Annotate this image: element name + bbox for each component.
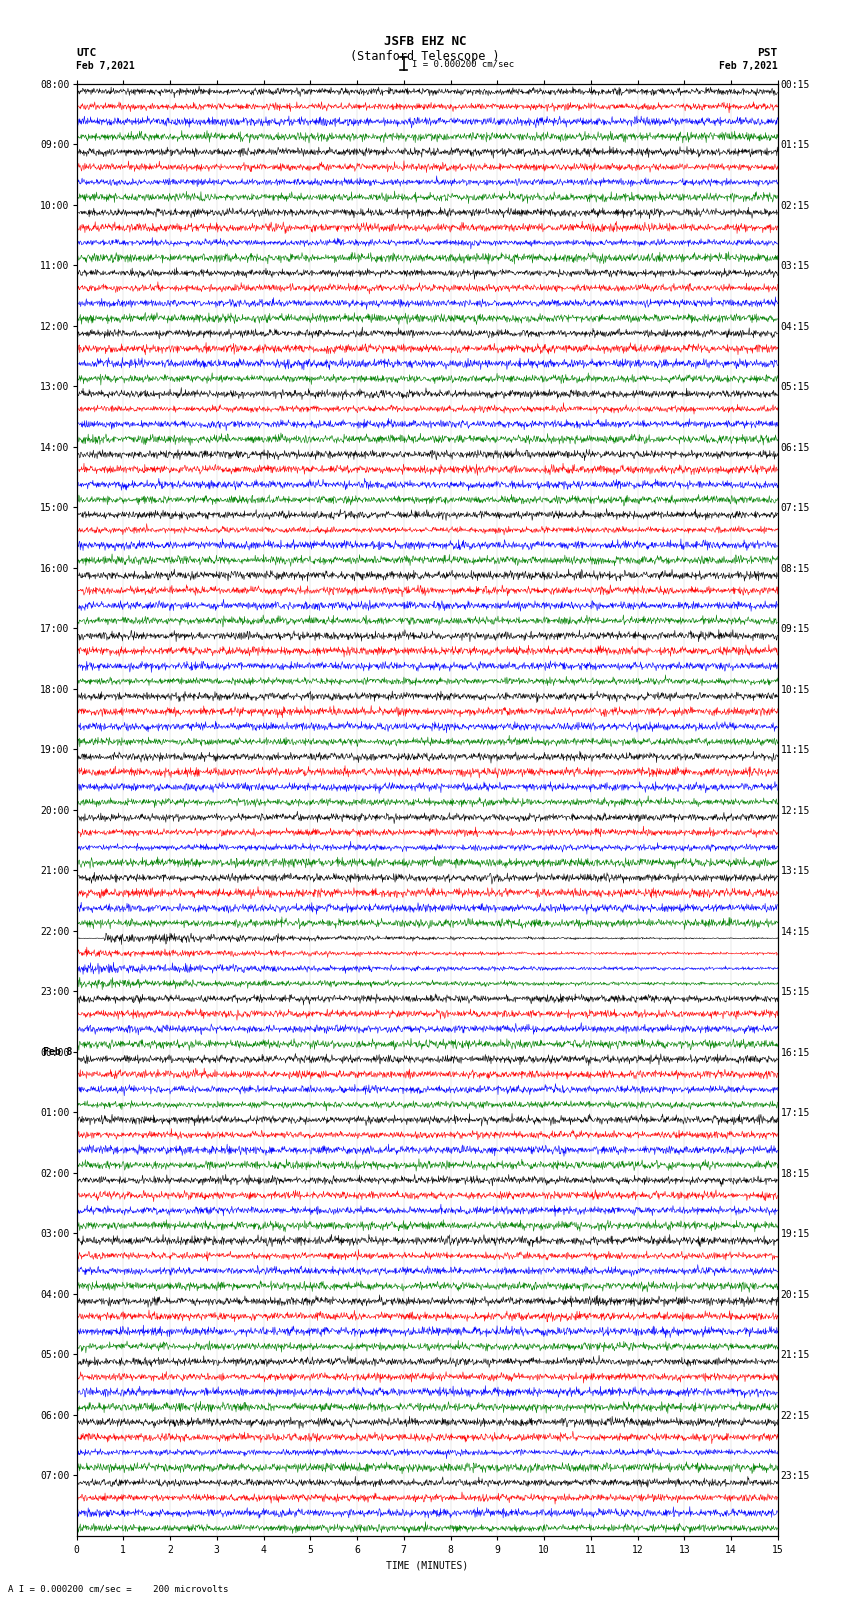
- Text: A I = 0.000200 cm/sec =    200 microvolts: A I = 0.000200 cm/sec = 200 microvolts: [8, 1584, 229, 1594]
- Text: Feb 8: Feb 8: [42, 1047, 72, 1057]
- Text: Feb 7,2021: Feb 7,2021: [719, 61, 778, 71]
- Text: I = 0.000200 cm/sec: I = 0.000200 cm/sec: [412, 60, 514, 68]
- Text: JSFB EHZ NC: JSFB EHZ NC: [383, 35, 467, 48]
- Text: PST: PST: [757, 48, 778, 58]
- Text: (Stanford Telescope ): (Stanford Telescope ): [350, 50, 500, 63]
- X-axis label: TIME (MINUTES): TIME (MINUTES): [386, 1560, 468, 1569]
- Text: UTC: UTC: [76, 48, 97, 58]
- Text: Feb 7,2021: Feb 7,2021: [76, 61, 135, 71]
